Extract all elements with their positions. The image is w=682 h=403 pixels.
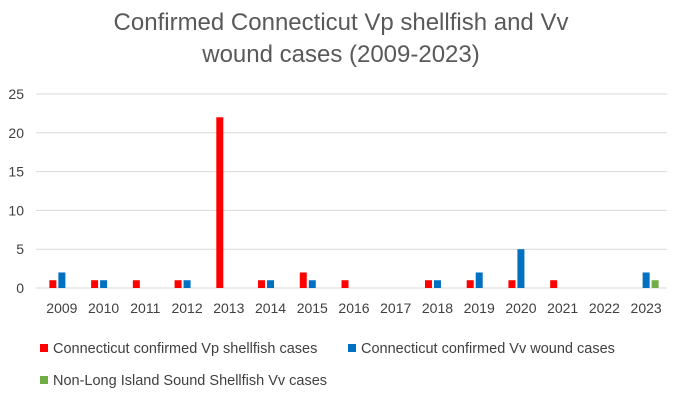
bar-non-long-island-sound-shellfish-vv-cases-2023	[651, 280, 659, 288]
bar-connecticut-confirmed-vv-wound-cases-2018	[433, 280, 441, 288]
x-tick-label: 2016	[338, 300, 369, 316]
x-tick-label: 2009	[46, 300, 77, 316]
bar-connecticut-confirmed-vv-wound-cases-2009	[58, 272, 66, 288]
x-tick-label: 2010	[88, 300, 119, 316]
bar-connecticut-confirmed-vp-shellfish-cases-2019	[466, 280, 474, 288]
chart-title-line-2: wound cases (2009-2023)	[201, 41, 480, 68]
x-tick-label: 2011	[130, 300, 160, 316]
y-tick-label: 5	[16, 241, 24, 257]
legend-swatch	[40, 376, 48, 384]
bar-connecticut-confirmed-vp-shellfish-cases-2011	[132, 280, 140, 288]
bar-connecticut-confirmed-vp-shellfish-cases-2021	[550, 280, 558, 288]
bar-connecticut-confirmed-vp-shellfish-cases-2009	[49, 280, 57, 288]
bar-connecticut-confirmed-vp-shellfish-cases-2016	[341, 280, 349, 288]
bar-connecticut-confirmed-vv-wound-cases-2015	[308, 280, 316, 288]
chart-title-line-1: Confirmed Connecticut Vp shellfish and V…	[114, 9, 569, 36]
bar-connecticut-confirmed-vp-shellfish-cases-2014	[258, 280, 266, 288]
bar-connecticut-confirmed-vp-shellfish-cases-2018	[424, 280, 432, 288]
legend-label: Connecticut confirmed Vv wound cases	[361, 341, 615, 357]
legend-swatch	[348, 344, 356, 352]
legend-swatch	[40, 344, 48, 352]
y-tick-label: 0	[16, 280, 24, 296]
y-tick-label: 20	[8, 125, 24, 141]
x-tick-label: 2018	[422, 300, 453, 316]
bar-connecticut-confirmed-vv-wound-cases-2010	[100, 280, 108, 288]
x-tick-label: 2019	[464, 300, 495, 316]
x-tick-label: 2014	[255, 300, 286, 316]
legend-label: Connecticut confirmed Vp shellfish cases	[53, 341, 317, 357]
x-tick-label: 2022	[589, 300, 620, 316]
legend-label: Non-Long Island Sound Shellfish Vv cases	[53, 373, 327, 389]
x-tick-label: 2013	[213, 300, 244, 316]
bar-connecticut-confirmed-vv-wound-cases-2020	[517, 249, 525, 288]
bar-connecticut-confirmed-vv-wound-cases-2012	[183, 280, 191, 288]
bar-connecticut-confirmed-vv-wound-cases-2023	[642, 272, 650, 288]
y-tick-label: 25	[8, 86, 24, 102]
bar-connecticut-confirmed-vp-shellfish-cases-2010	[91, 280, 99, 288]
bar-connecticut-confirmed-vp-shellfish-cases-2015	[299, 272, 307, 288]
x-tick-label: 2021	[547, 300, 578, 316]
bar-connecticut-confirmed-vv-wound-cases-2019	[475, 272, 483, 288]
y-tick-label: 15	[8, 164, 24, 180]
bar-connecticut-confirmed-vp-shellfish-cases-2012	[174, 280, 182, 288]
bar-connecticut-confirmed-vp-shellfish-cases-2013	[216, 117, 224, 288]
x-tick-label: 2017	[380, 300, 411, 316]
y-tick-label: 10	[8, 202, 24, 218]
bar-connecticut-confirmed-vp-shellfish-cases-2020	[508, 280, 516, 288]
x-tick-label: 2020	[505, 300, 536, 316]
x-tick-label: 2012	[171, 300, 202, 316]
x-tick-label: 2023	[631, 300, 662, 316]
bar-connecticut-confirmed-vv-wound-cases-2014	[267, 280, 275, 288]
x-tick-label: 2015	[297, 300, 328, 316]
